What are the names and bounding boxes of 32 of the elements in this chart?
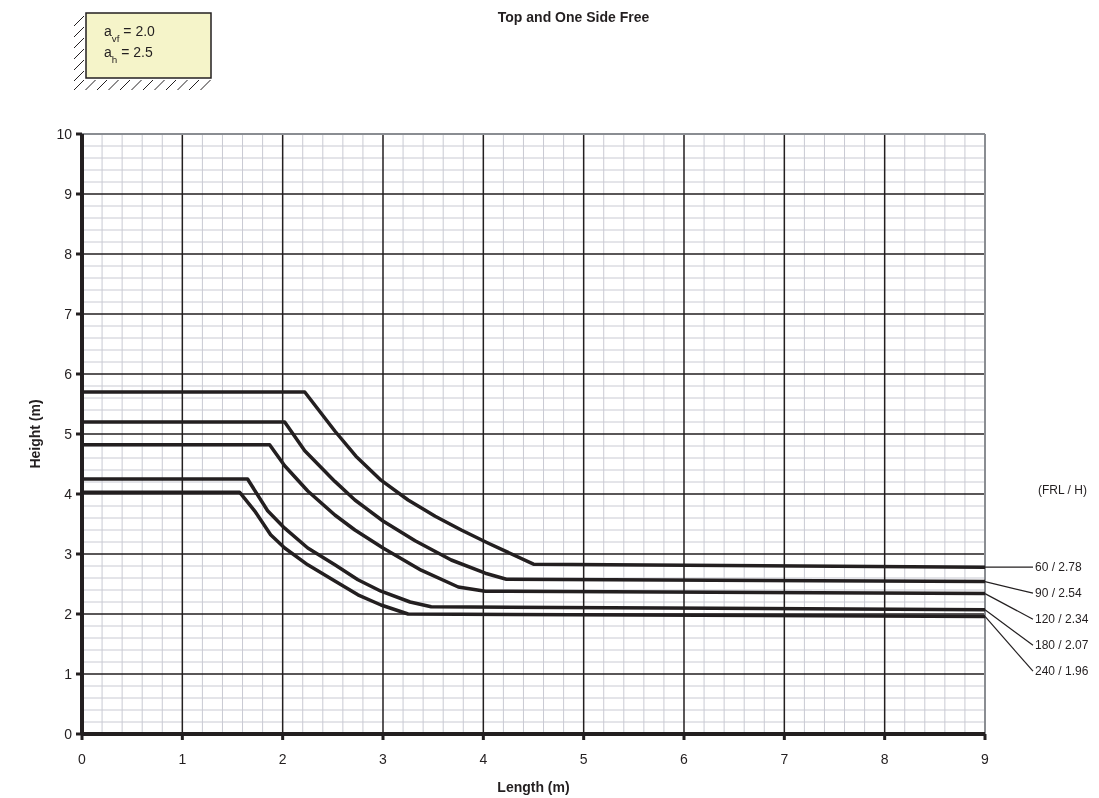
- x-tick-label: 4: [479, 751, 488, 767]
- y-tick-label: 4: [64, 486, 73, 502]
- legend-title: (FRL / H): [1038, 483, 1087, 497]
- x-tick-label: 2: [278, 751, 287, 767]
- x-tick-label: 1: [178, 751, 187, 767]
- x-axis-title: Length (m): [497, 779, 570, 795]
- y-tick-label: 9: [64, 186, 73, 202]
- y-tick-label: 10: [56, 126, 73, 142]
- y-axis-title: Height (m): [27, 399, 43, 469]
- y-tick-label: 2: [64, 606, 73, 622]
- x-tick-label: 6: [680, 751, 689, 767]
- legend-label: 60 / 2.78: [1035, 560, 1083, 575]
- y-tick-label: 8: [64, 246, 73, 262]
- y-tick-label: 6: [64, 366, 73, 382]
- x-tick-label: 8: [880, 751, 889, 767]
- text: 240 / 1.96: [1035, 664, 1089, 679]
- y-tick-label: 0: [64, 726, 73, 742]
- text: 180 / 2.07: [1035, 638, 1089, 653]
- y-tick-label: 1: [64, 666, 73, 682]
- x-tick-label: 5: [579, 751, 588, 767]
- text: a$_{h}$ = 2.5: [104, 44, 153, 65]
- text: a$_{vf}$ = 2.0: [104, 23, 156, 44]
- y-tick-label: 7: [64, 306, 73, 322]
- x-tick-label: 9: [981, 751, 990, 767]
- x-tick-label: 3: [379, 751, 388, 767]
- x-tick-label: 7: [780, 751, 789, 767]
- chart-title: Top and One Side Free: [497, 9, 650, 25]
- legend-label: 90 / 2.54: [1035, 586, 1083, 601]
- x-tick-label: 0: [78, 751, 87, 767]
- y-tick-label: 5: [64, 426, 73, 442]
- y-tick-label: 3: [64, 546, 73, 562]
- text: 120 / 2.34: [1035, 612, 1089, 627]
